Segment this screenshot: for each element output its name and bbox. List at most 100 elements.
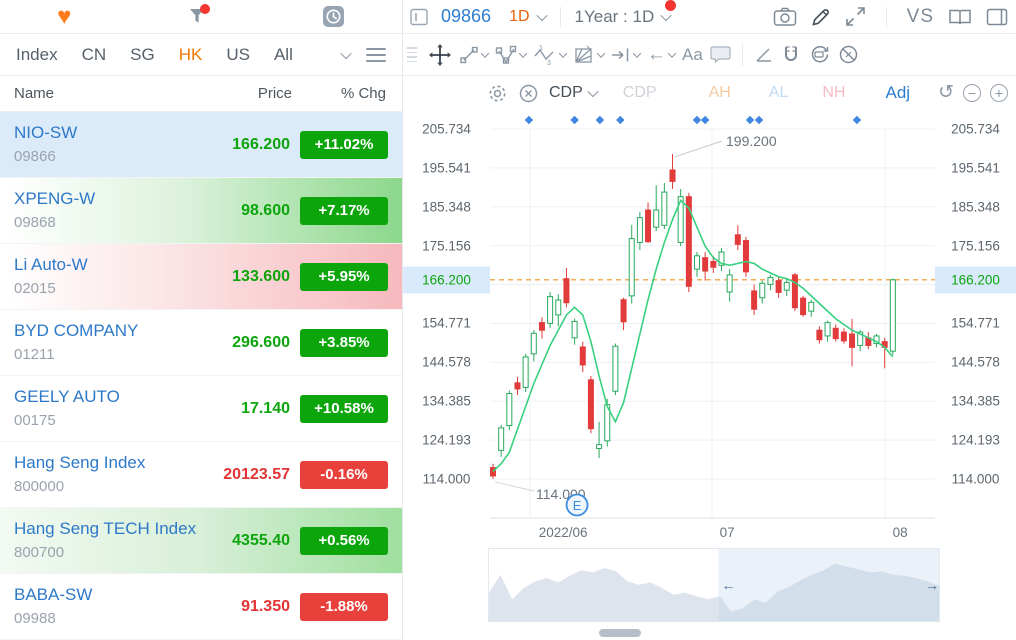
text-annotation-tool[interactable]: Aa [682,44,703,64]
faded-indicator-cdp[interactable]: CDP [622,84,657,101]
watchlist-row-00175[interactable]: GEELY AUTO 00175 17.140 +10.58% [0,376,402,442]
indicator-settings-gear-icon[interactable] [487,83,508,104]
chevron-down-icon[interactable] [480,48,490,58]
faded-indicator-ah[interactable]: AH [708,84,731,101]
magnet-tool[interactable] [781,45,801,65]
candles-layer [490,153,896,479]
stock-code: 00175 [14,412,56,429]
event-diamond [570,115,579,125]
hide-drawings-tool[interactable] [838,44,859,65]
watchlist-row-01211[interactable]: BYD COMPANY 01211 296.600 +3.85% [0,310,402,376]
stock-name-block: BYD COMPANY 01211 [14,320,188,365]
history-clock-icon[interactable] [322,5,345,28]
event-marker-circle [565,493,589,517]
chart-header-icons: VS [773,6,1008,28]
date-axis-label: 2022/06 [539,525,588,540]
axis-tick: 114.000 [422,471,471,487]
stock-name: Hang Seng Index [14,453,146,472]
indicator-name: CDP [549,84,583,101]
watchlist-row-02015[interactable]: Li Auto-W 02015 133.600 +5.95% [0,244,402,310]
tab-all[interactable]: All [273,44,293,64]
stock-price: 20123.57 [223,465,290,483]
undo-icon[interactable]: ↺ [938,82,954,103]
watchlist-row-800700[interactable]: Hang Seng TECH Index 800700 4355.40 +0.56% [0,508,402,574]
change-badge-wrap: -0.16% [300,460,388,489]
divider [741,43,743,66]
panel-resize-handle[interactable] [599,629,641,637]
range-chevron-icon[interactable] [660,9,672,21]
filter-funnel-icon[interactable] [186,3,210,28]
period-chevron-icon[interactable] [535,9,548,21]
axis-tick: 185.348 [422,199,471,215]
expand-fullscreen-icon[interactable] [845,6,866,27]
indicator-close-icon[interactable] [518,83,539,104]
axis-tick: 124.193 [951,432,1000,448]
faded-indicator-nh[interactable]: NH [822,84,846,101]
continuous-draw-tool[interactable] [808,44,831,65]
col-header-name[interactable]: Name [14,85,55,102]
range-navigator[interactable]: ← → [488,548,940,622]
arrow-to-bar-tool[interactable] [611,46,642,64]
chevron-down-icon[interactable] [632,48,642,58]
comment-bubble-tool[interactable] [710,45,731,64]
axis-tick: 114.000 [951,471,1000,487]
active-indicator-cdp[interactable]: CDP [549,84,599,102]
stock-name: Hang Seng TECH Index [14,519,197,538]
move-crosshair-tool[interactable] [428,43,452,67]
camera-icon[interactable] [773,7,797,27]
tab-sg[interactable]: SG [130,44,155,64]
watchlist-panel: ♥ Index CN SG HK US All Name [0,0,403,640]
favorites-heart-icon[interactable]: ♥ [57,2,72,30]
menu-icon[interactable] [366,47,386,62]
watchlist-row-09868[interactable]: XPENG-W 09868 98.600 +7.17% [0,178,402,244]
chart-panel: 09866 1D 1Year : 1D VS [403,0,1016,640]
col-header-price[interactable]: Price [257,85,292,102]
chevron-down-icon[interactable] [518,48,528,58]
high-annotation: 199.200 [726,133,777,149]
vs-compare-button[interactable]: VS [906,5,934,27]
change-badge-wrap: -1.88% [300,592,388,621]
stock-name: GEELY AUTO [14,387,120,406]
shape-polygon-tool[interactable] [495,45,528,65]
pencil-edit-icon[interactable] [811,7,831,27]
watchlist-row-800000[interactable]: Hang Seng Index 800000 20123.57 -0.16% [0,442,402,508]
last-price-label: 166.200 [935,266,1016,294]
tab-us[interactable]: US [226,44,250,64]
col-header-chg[interactable]: % Chg [340,85,386,102]
tab-index[interactable]: Index [16,44,58,64]
adjust-toggle[interactable]: Adj [885,83,911,102]
collapse-right-panel-icon[interactable] [986,8,1008,26]
chevron-down-icon[interactable] [558,48,568,58]
change-badge: -1.88% [300,592,388,621]
chevron-down-icon[interactable] [596,48,606,58]
zoom-in-icon[interactable]: + [990,84,1008,102]
angle-tool[interactable] [754,46,774,64]
chevron-down-icon[interactable] [340,47,352,59]
chevron-down-icon[interactable] [587,85,599,98]
left-arrow-tool[interactable]: ← [647,45,677,64]
last-price-label: 166.200 [403,266,490,294]
range-selector[interactable]: 1Year : 1D [575,0,677,27]
faded-indicator-al[interactable]: AL [768,84,789,101]
tab-cn[interactable]: CN [81,44,107,64]
symbol-code[interactable]: 09866 [441,6,492,26]
zoom-out-icon[interactable]: − [963,84,981,102]
chart-header: 09866 1D 1Year : 1D VS [403,0,1016,34]
tab-hk[interactable]: HK [178,44,203,64]
stock-price: 133.600 [232,267,290,285]
book-report-icon[interactable] [948,7,972,27]
navigator-left-arrow: ← [722,577,736,593]
toolbar-drag-handle[interactable] [407,47,417,62]
period-label[interactable]: 1D [509,7,530,25]
watchlist-row-09866[interactable]: NIO-SW 09866 166.200 +11.02% [0,112,402,178]
trend-line-tool[interactable] [459,45,490,65]
gann-box-tool[interactable] [573,45,606,65]
chart-layout-icon[interactable] [409,7,429,27]
clock-glyph [322,6,344,27]
chevron-down-icon[interactable] [667,48,677,58]
watchlist-row-09988[interactable]: BABA-SW 09988 91.350 -1.88% [0,574,402,640]
divider [559,6,561,27]
